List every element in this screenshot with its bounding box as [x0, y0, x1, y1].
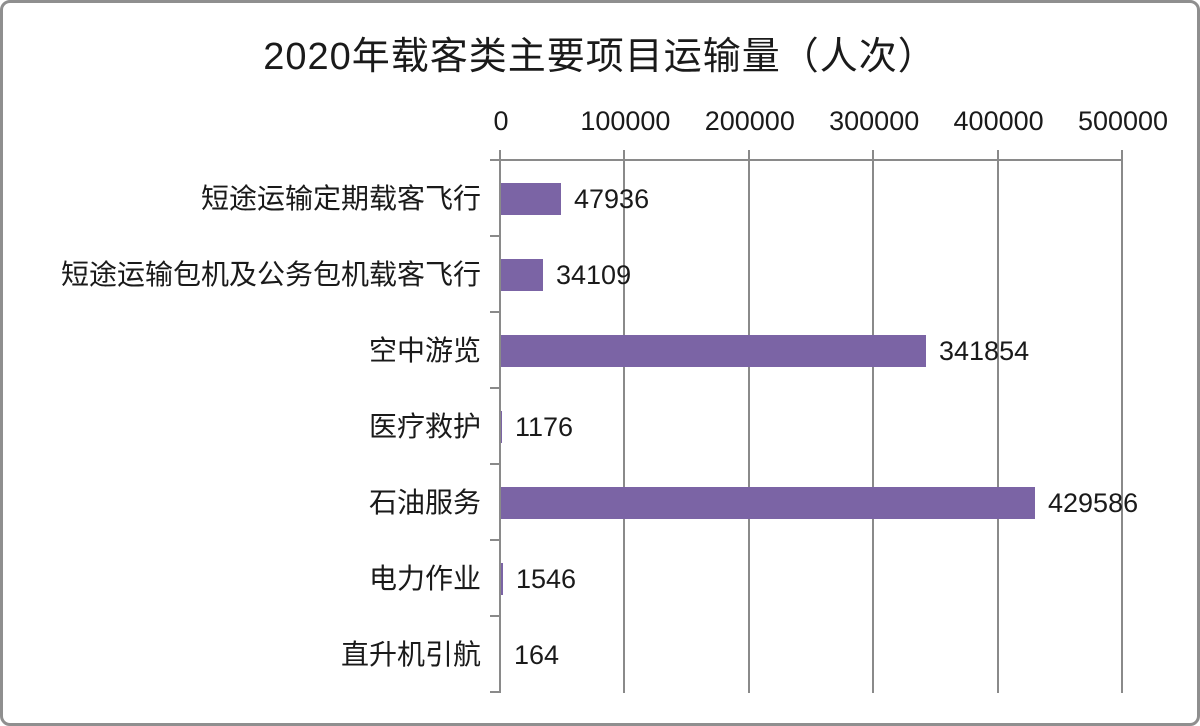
category-label: 电力作业: [368, 563, 481, 594]
category-label: 直升机引航: [340, 639, 481, 670]
y-tick-mark: [490, 311, 499, 313]
y-tick-mark: [490, 615, 499, 617]
bar-value-label: 1176: [515, 412, 574, 442]
y-tick-mark: [490, 539, 499, 541]
y-axis-line: [499, 159, 501, 693]
x-tick-label: 400000: [953, 106, 1044, 136]
y-tick-mark: [490, 159, 499, 161]
x-tick-mark: [499, 150, 501, 159]
bar: [501, 183, 561, 215]
x-tick-label: 300000: [829, 106, 920, 136]
bar: [501, 335, 926, 367]
bar-value-label: 47936: [574, 184, 650, 214]
gridline: [623, 161, 626, 693]
x-tick-label: 500000: [1077, 106, 1169, 136]
category-label: 短途运输包机及公务包机载客飞行: [60, 259, 481, 290]
x-tick-mark: [623, 150, 626, 159]
bar-value-label: 429586: [1048, 488, 1139, 518]
x-tick-mark: [996, 150, 999, 159]
y-tick-mark: [490, 235, 499, 237]
plot-area: 0 100000 200000 300000 400000 500000 短途运输定期载客飞…: [3, 3, 1197, 723]
y-tick-mark: [490, 463, 499, 465]
bar-value-label: 1546: [516, 564, 577, 594]
x-tick-mark: [747, 150, 750, 159]
bar: [501, 411, 502, 443]
bar: [501, 563, 503, 595]
x-tick-label: 200000: [704, 106, 795, 136]
y-tick-mark: [490, 691, 499, 693]
bar-value-label: 34109: [556, 260, 632, 290]
bar: [501, 487, 1035, 519]
bar-value-label: 164: [514, 640, 560, 670]
category-label: 石油服务: [368, 487, 481, 518]
category-label: 短途运输定期载客飞行: [200, 183, 481, 214]
gridline: [872, 161, 875, 693]
x-tick-mark: [1121, 150, 1123, 159]
category-label: 医疗救护: [368, 411, 481, 442]
gridline: [747, 161, 750, 693]
x-tick-label: 100000: [580, 106, 671, 136]
gridline: [996, 161, 999, 693]
x-tick-mark: [872, 150, 875, 159]
y-tick-mark: [490, 387, 499, 389]
chart-title: 2020年载客类主要项目运输量（人次）: [263, 36, 937, 78]
x-axis-line: [499, 159, 1123, 161]
bar: [501, 259, 543, 291]
category-label: 空中游览: [368, 335, 481, 366]
gridline: [1121, 161, 1123, 693]
bar-value-label: 341854: [939, 336, 1030, 366]
x-tick-label: 0: [493, 106, 509, 136]
